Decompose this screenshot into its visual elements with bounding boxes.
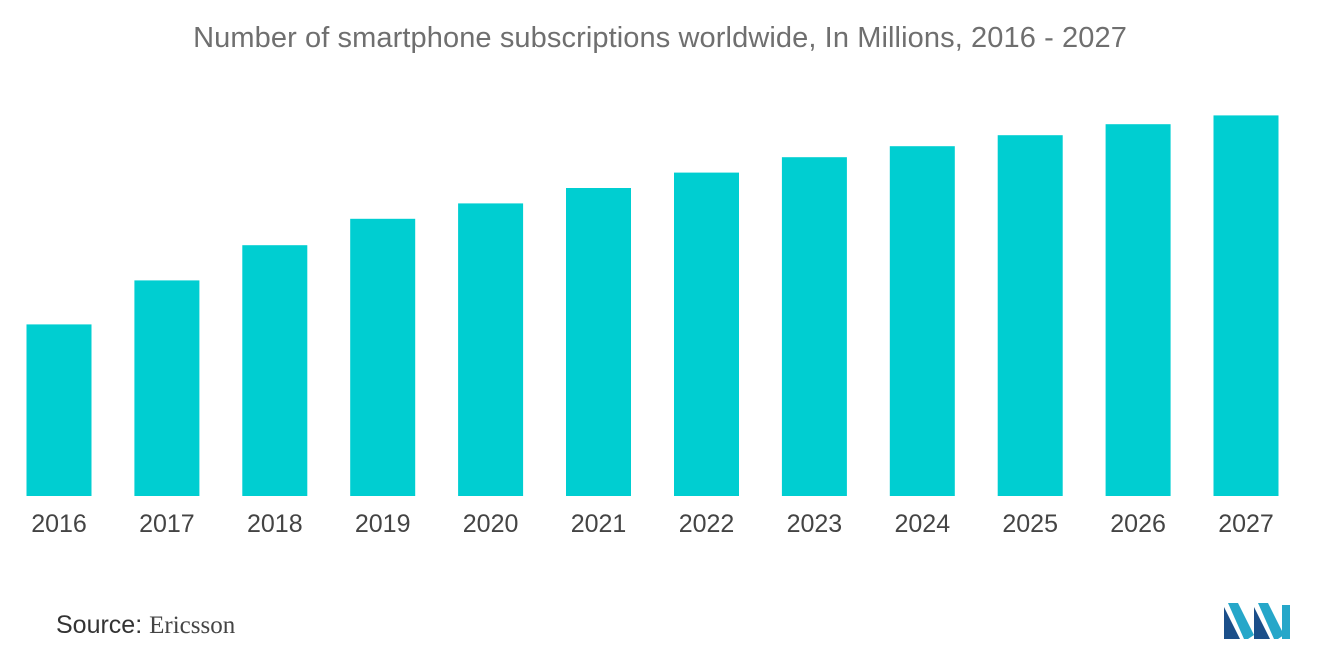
source-note: Source: Ericsson: [56, 611, 235, 640]
bar-2026: [1105, 124, 1171, 496]
bar-2019: [350, 218, 416, 497]
bar-2022: [674, 172, 739, 496]
bar-2017: [134, 280, 200, 496]
x-tick-label-2018: 2018: [247, 510, 303, 538]
x-tick-label-2016: 2016: [31, 510, 87, 538]
mordor-intelligence-logo-icon: [1224, 603, 1290, 639]
source-value: Ericsson: [149, 612, 236, 639]
x-tick-label-2025: 2025: [1002, 510, 1058, 538]
x-tick-label-2019: 2019: [355, 510, 411, 538]
x-tick-label-2026: 2026: [1110, 510, 1166, 538]
bar-2018: [242, 245, 308, 496]
bars-group: [26, 115, 1279, 497]
bar-2025: [997, 135, 1063, 496]
bar-2020: [458, 203, 524, 496]
x-tick-label-2022: 2022: [679, 510, 735, 538]
bar-2027: [1213, 115, 1279, 497]
chart-title: Number of smartphone subscriptions world…: [193, 22, 1127, 54]
x-tick-label-2023: 2023: [787, 510, 843, 538]
bar-chart: 2016 2017 2018 2019 2020 2021 2022 2023 2024 2025…: [26, 115, 1279, 538]
x-tick-label-2024: 2024: [894, 510, 950, 538]
x-tick-label-2021: 2021: [571, 510, 627, 538]
x-tick-labels: 2016 2017 2018 2019 2020 2021 2022 2023 2024 2025…: [31, 510, 1274, 538]
x-tick-label-2020: 2020: [463, 510, 519, 538]
x-tick-label-2017: 2017: [139, 510, 195, 538]
bar-2021: [566, 188, 631, 496]
source-label: Source:: [56, 611, 143, 639]
x-tick-label-2027: 2027: [1218, 510, 1274, 538]
bar-2023: [781, 157, 847, 496]
bar-2016: [26, 324, 92, 496]
bar-2024: [889, 146, 955, 496]
